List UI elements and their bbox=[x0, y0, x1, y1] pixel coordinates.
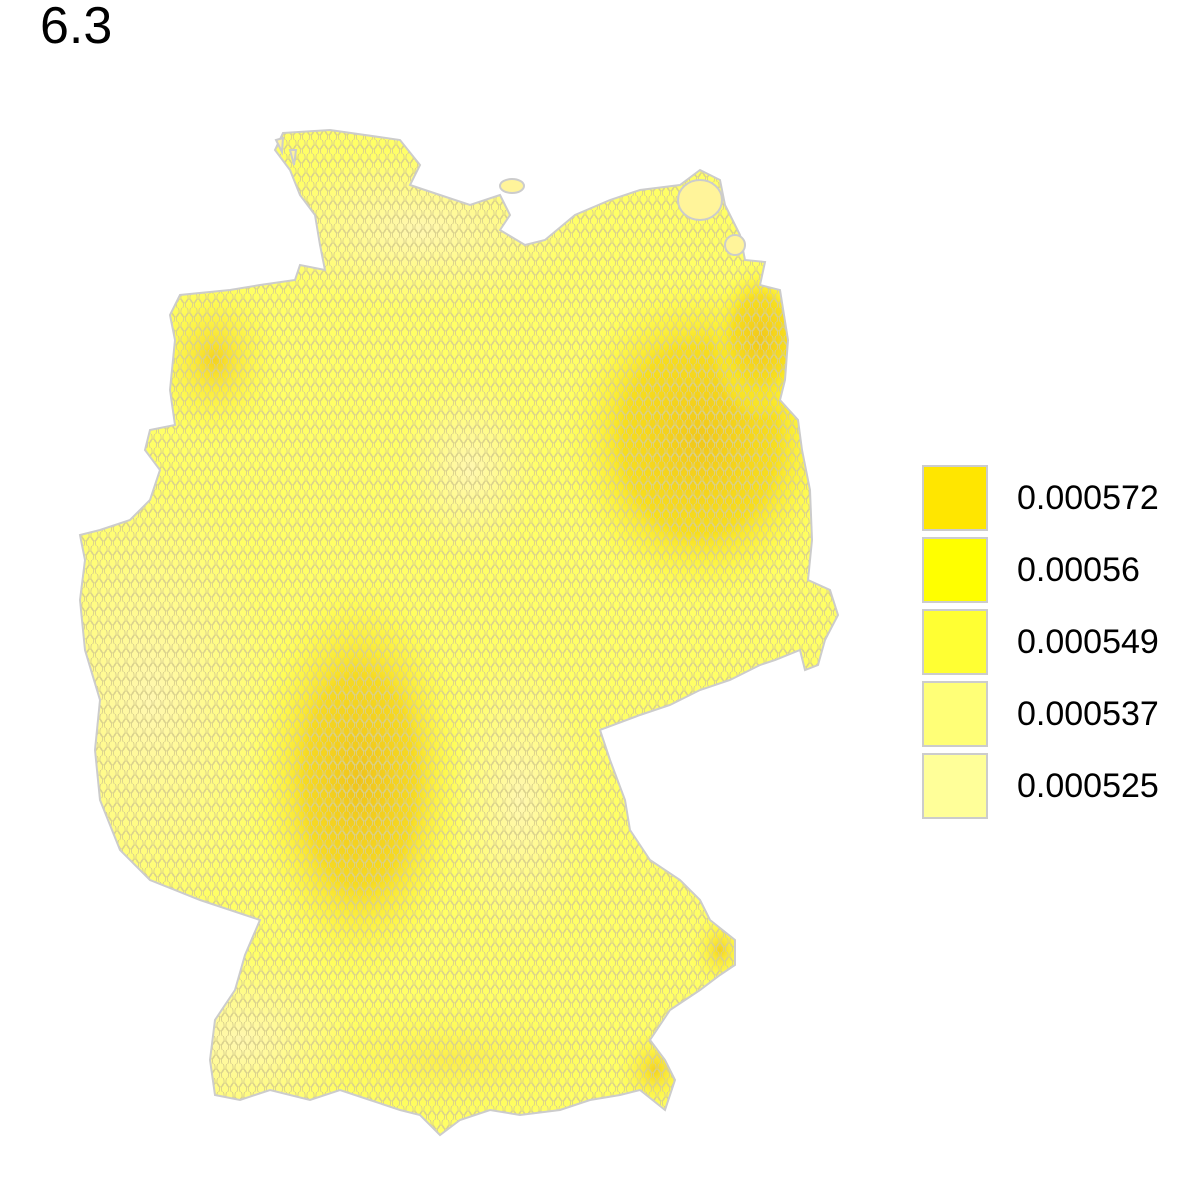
legend-swatch bbox=[922, 609, 988, 675]
island-shapes bbox=[274, 136, 746, 256]
legend-item: 0.00056 bbox=[922, 537, 1182, 609]
legend-label: 0.000537 bbox=[1017, 695, 1159, 733]
legend-item: 0.000537 bbox=[922, 681, 1182, 753]
legend-item: 0.000572 bbox=[922, 465, 1182, 537]
legend-label: 0.000525 bbox=[1017, 767, 1159, 805]
legend-item: 0.000525 bbox=[922, 753, 1182, 825]
legend-label: 0.000549 bbox=[1017, 623, 1159, 661]
legend-swatch bbox=[922, 681, 988, 747]
legend-swatch bbox=[922, 537, 988, 603]
legend-swatch bbox=[922, 753, 988, 819]
legend-label: 0.00056 bbox=[1017, 551, 1140, 589]
legend-label: 0.000572 bbox=[1017, 479, 1159, 517]
legend-item: 0.000549 bbox=[922, 609, 1182, 681]
legend-swatch bbox=[922, 465, 988, 531]
map-title: 6.3 bbox=[40, 0, 113, 55]
